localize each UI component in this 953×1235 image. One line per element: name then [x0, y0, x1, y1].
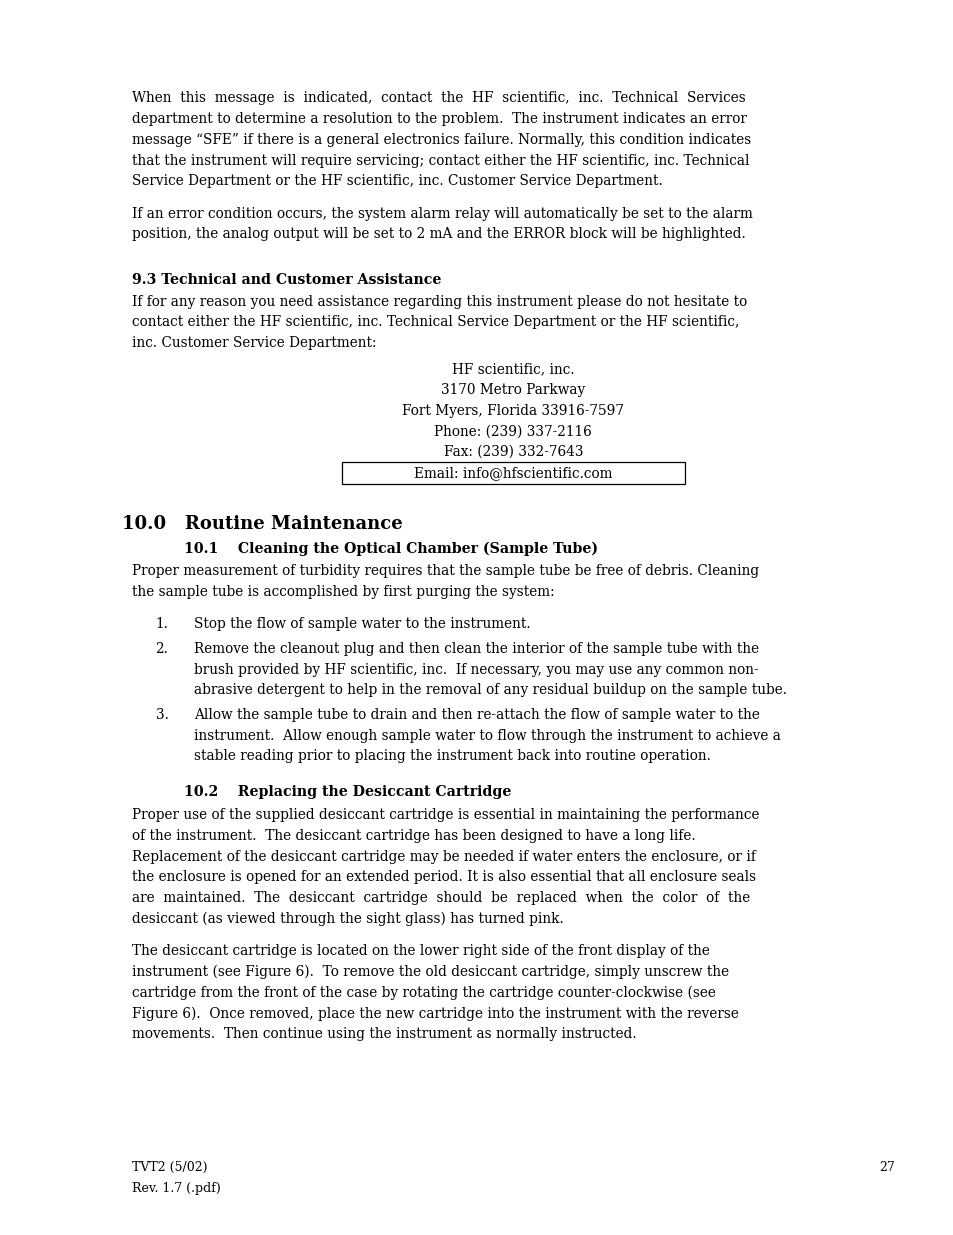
- Text: 27: 27: [878, 1161, 894, 1174]
- Text: the sample tube is accomplished by first purging the system:: the sample tube is accomplished by first…: [132, 585, 554, 599]
- Text: TVT2 (5/02): TVT2 (5/02): [132, 1161, 207, 1174]
- Text: Fort Myers, Florida 33916-7597: Fort Myers, Florida 33916-7597: [402, 404, 623, 417]
- Text: are  maintained.  The  desiccant  cartridge  should  be  replaced  when  the  co: are maintained. The desiccant cartridge …: [132, 890, 749, 905]
- Text: Proper use of the supplied desiccant cartridge is essential in maintaining the p: Proper use of the supplied desiccant car…: [132, 808, 759, 823]
- Text: 10.1    Cleaning the Optical Chamber (Sample Tube): 10.1 Cleaning the Optical Chamber (Sampl…: [184, 542, 598, 556]
- Text: instrument (see Figure 6).  To remove the old desiccant cartridge, simply unscre: instrument (see Figure 6). To remove the…: [132, 965, 728, 979]
- Text: department to determine a resolution to the problem.  The instrument indicates a: department to determine a resolution to …: [132, 112, 746, 126]
- Text: brush provided by HF scientific, inc.  If necessary, you may use any common non-: brush provided by HF scientific, inc. If…: [193, 663, 758, 677]
- Text: instrument.  Allow enough sample water to flow through the instrument to achieve: instrument. Allow enough sample water to…: [193, 729, 780, 742]
- Text: inc. Customer Service Department:: inc. Customer Service Department:: [132, 336, 375, 351]
- Text: Fax: (239) 332-7643: Fax: (239) 332-7643: [443, 445, 582, 459]
- Text: Proper measurement of turbidity requires that the sample tube be free of debris.: Proper measurement of turbidity requires…: [132, 564, 758, 578]
- Text: Service Department or the HF scientific, inc. Customer Service Department.: Service Department or the HF scientific,…: [132, 174, 661, 189]
- Text: The desiccant cartridge is located on the lower right side of the front display : The desiccant cartridge is located on th…: [132, 944, 709, 958]
- Text: position, the analog output will be set to 2 mA and the ERROR block will be high: position, the analog output will be set …: [132, 227, 744, 241]
- Text: 2.: 2.: [155, 642, 168, 656]
- Text: message “SFE” if there is a general electronics failure. Normally, this conditio: message “SFE” if there is a general elec…: [132, 133, 750, 147]
- Bar: [341, 462, 684, 484]
- Text: Stop the flow of sample water to the instrument.: Stop the flow of sample water to the ins…: [193, 618, 530, 631]
- Text: 10.0   Routine Maintenance: 10.0 Routine Maintenance: [122, 515, 402, 532]
- Text: Replacement of the desiccant cartridge may be needed if water enters the enclosu: Replacement of the desiccant cartridge m…: [132, 850, 755, 863]
- Text: movements.  Then continue using the instrument as normally instructed.: movements. Then continue using the instr…: [132, 1028, 636, 1041]
- Text: abrasive detergent to help in the removal of any residual buildup on the sample : abrasive detergent to help in the remova…: [193, 683, 786, 698]
- Text: 1.: 1.: [155, 618, 168, 631]
- Text: cartridge from the front of the case by rotating the cartridge counter-clockwise: cartridge from the front of the case by …: [132, 986, 715, 1000]
- Text: Rev. 1.7 (.pdf): Rev. 1.7 (.pdf): [132, 1182, 220, 1194]
- Text: 3.: 3.: [155, 708, 168, 721]
- Text: If for any reason you need assistance regarding this instrument please do not he: If for any reason you need assistance re…: [132, 295, 746, 309]
- Text: When  this  message  is  indicated,  contact  the  HF  scientific,  inc.  Techni: When this message is indicated, contact …: [132, 91, 744, 105]
- Text: Phone: (239) 337-2116: Phone: (239) 337-2116: [434, 425, 592, 438]
- Text: 10.2    Replacing the Desiccant Cartridge: 10.2 Replacing the Desiccant Cartridge: [184, 785, 511, 799]
- Text: stable reading prior to placing the instrument back into routine operation.: stable reading prior to placing the inst…: [193, 750, 710, 763]
- Text: contact either the HF scientific, inc. Technical Service Department or the HF sc: contact either the HF scientific, inc. T…: [132, 315, 739, 330]
- Text: desiccant (as viewed through the sight glass) has turned pink.: desiccant (as viewed through the sight g…: [132, 911, 563, 926]
- Text: of the instrument.  The desiccant cartridge has been designed to have a long lif: of the instrument. The desiccant cartrid…: [132, 829, 695, 842]
- Text: Email: info@hfscientific.com: Email: info@hfscientific.com: [414, 466, 612, 480]
- Text: If an error condition occurs, the system alarm relay will automatically be set t: If an error condition occurs, the system…: [132, 206, 752, 221]
- Text: Allow the sample tube to drain and then re-attach the flow of sample water to th: Allow the sample tube to drain and then …: [193, 708, 759, 721]
- Text: the enclosure is opened for an extended period. It is also essential that all en: the enclosure is opened for an extended …: [132, 871, 755, 884]
- Text: 9.3 Technical and Customer Assistance: 9.3 Technical and Customer Assistance: [132, 273, 440, 287]
- Text: Figure 6).  Once removed, place the new cartridge into the instrument with the r: Figure 6). Once removed, place the new c…: [132, 1007, 738, 1020]
- Text: 3170 Metro Parkway: 3170 Metro Parkway: [440, 383, 585, 396]
- Text: HF scientific, inc.: HF scientific, inc.: [452, 362, 574, 377]
- Text: that the instrument will require servicing; contact either the HF scientific, in: that the instrument will require servici…: [132, 153, 748, 168]
- Text: Remove the cleanout plug and then clean the interior of the sample tube with the: Remove the cleanout plug and then clean …: [193, 642, 758, 656]
